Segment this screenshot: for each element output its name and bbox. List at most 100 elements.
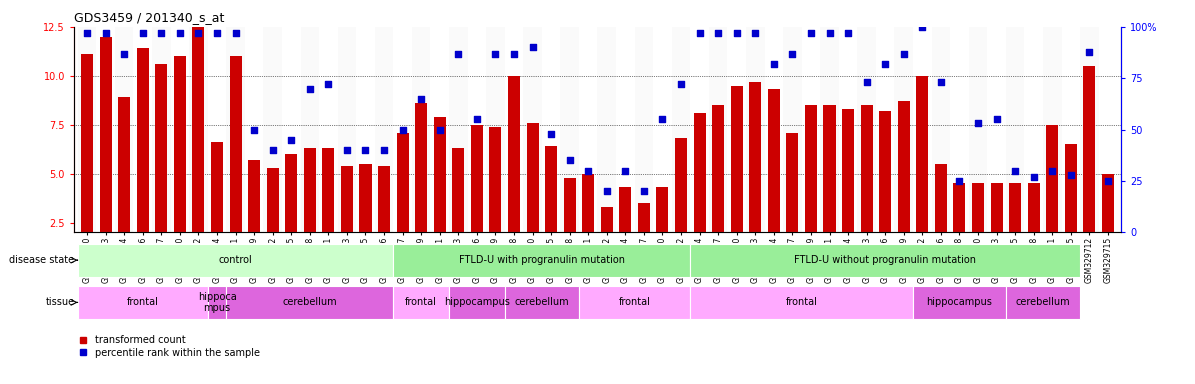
Bar	[578, 286, 691, 319]
Bar	[249, 160, 261, 271]
Point	[541, 131, 560, 137]
Bar	[393, 27, 412, 232]
Bar	[991, 184, 1003, 271]
Bar	[601, 207, 613, 271]
Point	[152, 30, 171, 36]
Text: control: control	[219, 255, 252, 265]
Bar	[635, 27, 654, 232]
Bar	[192, 27, 204, 271]
Bar	[582, 174, 594, 271]
Point	[1080, 48, 1099, 55]
Point	[672, 81, 691, 88]
Bar	[397, 132, 409, 271]
Bar	[375, 27, 393, 232]
Bar	[78, 27, 97, 232]
Bar	[619, 187, 631, 271]
Bar	[880, 111, 891, 271]
Point	[319, 81, 338, 88]
Point	[300, 86, 319, 92]
Bar	[693, 113, 705, 271]
Bar	[712, 105, 724, 271]
Bar	[823, 105, 835, 271]
Point	[894, 51, 913, 57]
Point	[578, 167, 598, 174]
Bar	[857, 27, 876, 232]
Point	[765, 61, 784, 67]
Bar	[768, 89, 780, 271]
Point	[171, 30, 190, 36]
Bar	[323, 148, 335, 271]
Point	[226, 30, 245, 36]
Point	[411, 96, 430, 102]
Bar	[115, 27, 134, 232]
Bar	[99, 36, 111, 271]
Bar	[917, 76, 929, 271]
Bar	[266, 168, 278, 271]
Bar	[598, 27, 617, 232]
Bar	[486, 27, 504, 232]
Bar	[578, 27, 598, 232]
Bar	[617, 27, 635, 232]
Bar	[1065, 144, 1077, 271]
Bar	[1006, 27, 1024, 232]
Bar	[545, 146, 557, 271]
Bar	[672, 27, 691, 232]
Bar	[430, 27, 449, 232]
Bar	[654, 27, 672, 232]
Point	[374, 147, 393, 153]
Bar	[356, 27, 375, 232]
Bar	[765, 27, 783, 232]
Point	[802, 30, 821, 36]
Bar	[675, 138, 687, 271]
Text: hippoca
mpus: hippoca mpus	[197, 291, 237, 313]
Point	[1061, 172, 1080, 178]
Text: cerebellum: cerebellum	[1016, 297, 1071, 308]
Bar	[541, 27, 560, 232]
Bar	[709, 27, 728, 232]
Bar	[504, 27, 523, 232]
Bar	[118, 97, 130, 271]
Point	[282, 137, 301, 143]
Bar	[969, 27, 987, 232]
Point	[449, 51, 468, 57]
Bar	[393, 244, 691, 276]
Bar	[81, 54, 93, 271]
Text: tissue: tissue	[45, 297, 74, 308]
Bar	[152, 27, 171, 232]
Bar	[805, 105, 817, 271]
Text: hippocampus: hippocampus	[926, 297, 992, 308]
Text: FTLD-U with progranulin mutation: FTLD-U with progranulin mutation	[459, 255, 625, 265]
Bar	[415, 103, 427, 271]
Bar	[304, 148, 315, 271]
Point	[393, 126, 412, 132]
Bar	[449, 286, 504, 319]
Bar	[360, 164, 372, 271]
Bar	[560, 27, 578, 232]
Bar	[282, 27, 300, 232]
Bar	[1028, 184, 1040, 271]
Bar	[300, 27, 319, 232]
Bar	[728, 27, 746, 232]
Bar	[208, 27, 226, 232]
Bar	[97, 27, 115, 232]
Point	[615, 167, 635, 174]
Point	[245, 126, 264, 132]
Bar	[212, 142, 223, 271]
Point	[876, 61, 895, 67]
Text: FTLD-U without progranulin mutation: FTLD-U without progranulin mutation	[795, 255, 976, 265]
Bar	[839, 27, 857, 232]
Point	[690, 30, 709, 36]
Bar	[286, 154, 298, 271]
Text: frontal: frontal	[405, 297, 437, 308]
Bar	[691, 286, 913, 319]
Bar	[136, 48, 149, 271]
Point	[1098, 178, 1117, 184]
Point	[96, 30, 115, 36]
Bar	[1084, 66, 1096, 271]
Bar	[1098, 27, 1117, 232]
Bar	[471, 125, 483, 271]
Bar	[564, 177, 576, 271]
Point	[560, 157, 580, 164]
Point	[486, 51, 505, 57]
Text: frontal: frontal	[127, 297, 159, 308]
